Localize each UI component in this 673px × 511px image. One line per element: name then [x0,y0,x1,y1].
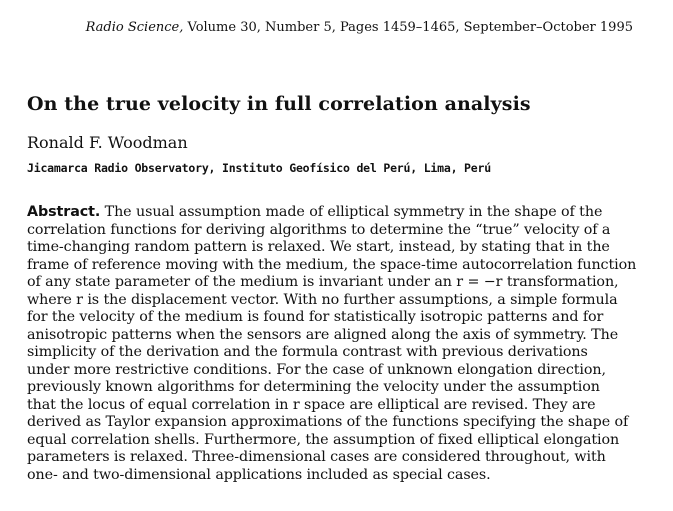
paper-title: On the true velocity in full correlation… [27,93,531,115]
abstract-line: where r is the displacement vector. With… [27,291,618,308]
abstract-line: under more restrictive conditions. For t… [27,361,606,378]
abstract-line: for the velocity of the medium is found … [27,309,604,325]
abstract-line: parameters is relaxed. Three-dimensional… [27,449,606,465]
journal-header: Radio Science, Volume 30, Number 5, Page… [86,20,633,36]
abstract-line: Abstract. The usual assumption made of e… [27,204,637,222]
abstract-line: that the locus of equal correlation in r… [27,396,596,413]
abstract-line: anisotropic patterns when the sensors ar… [27,326,619,343]
abstract-line: derived as Taylor expansion approximatio… [27,414,629,430]
abstract: Abstract. The usual assumption made of e… [27,204,637,484]
author-affiliation: Jicamarca Radio Observatory, Instituto G… [27,161,491,175]
abstract-line: one- and two-dimensional applications in… [27,466,491,483]
abstract-line: simplicity of the derivation and the for… [27,344,588,360]
abstract-line: correlation functions for deriving algor… [27,221,611,238]
author-name: Ronald F. Woodman [27,133,188,152]
abstract-line: time-changing random pattern is relaxed.… [27,239,610,255]
abstract-line: frame of reference moving with the mediu… [27,256,637,273]
abstract-text: The usual assumption made of elliptical … [100,204,603,220]
abstract-line: previously known algorithms for determin… [27,379,600,395]
journal-name: Radio Science, [85,20,184,35]
abstract-line: of any state parameter of the medium is … [27,274,619,290]
abstract-label: Abstract. [27,204,101,220]
journal-citation: Volume 30, Number 5, Pages 1459–1465, Se… [183,20,634,35]
abstract-line: equal correlation shells. Furthermore, t… [27,431,620,448]
